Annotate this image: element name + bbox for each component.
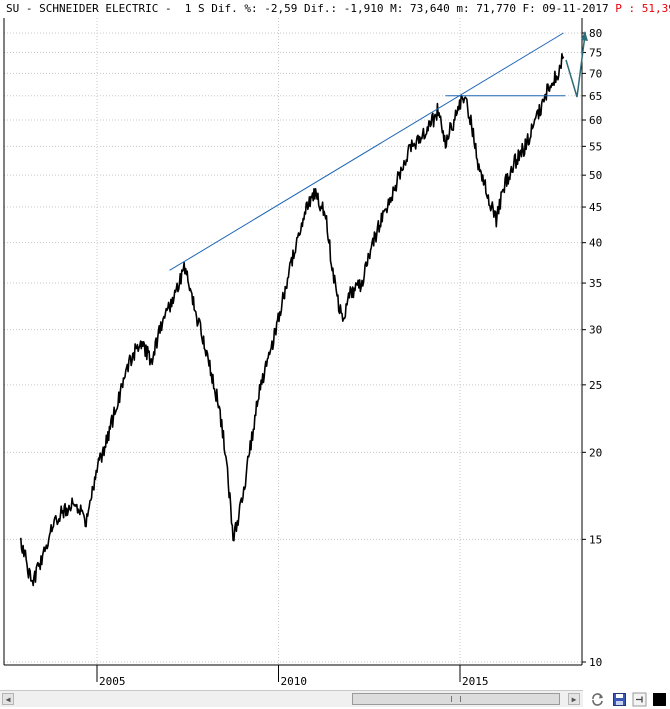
y-tick-label: 50 bbox=[589, 169, 602, 182]
scroll-thumb[interactable] bbox=[352, 693, 560, 705]
pin-icon[interactable] bbox=[632, 692, 647, 707]
save-icon[interactable] bbox=[612, 692, 627, 707]
chart: 10 15 20 25 30 35 40 45 50 55 60 65 70 75 80 2005 2010 20… bbox=[3, 18, 602, 688]
trendline bbox=[169, 32, 564, 271]
projection-arrow-head-icon bbox=[581, 31, 588, 41]
y-tick-label: 15 bbox=[589, 533, 602, 546]
color-icon[interactable] bbox=[652, 692, 667, 707]
grid bbox=[4, 18, 582, 665]
y-tick-label: 10 bbox=[589, 656, 602, 669]
y-tick-label: 70 bbox=[589, 67, 602, 80]
x-tick-label: 2010 bbox=[281, 675, 308, 688]
y-tick-label: 60 bbox=[589, 114, 602, 127]
y-tick-label: 20 bbox=[589, 446, 602, 459]
price-label: P : 51,390 bbox=[615, 2, 670, 15]
x-tick-label: 2015 bbox=[462, 675, 489, 688]
scroll-right-icon[interactable]: ▶ bbox=[568, 693, 580, 705]
y-tick-label: 25 bbox=[589, 379, 602, 392]
annotations bbox=[169, 31, 588, 271]
grip-icon bbox=[451, 696, 461, 702]
refresh-icon[interactable] bbox=[590, 692, 605, 707]
x-tick-label: 2005 bbox=[99, 675, 126, 688]
y-tick-label: 55 bbox=[589, 140, 602, 153]
y-tick-label: 35 bbox=[589, 277, 602, 290]
price-line bbox=[20, 52, 565, 587]
projection-arrow-line bbox=[565, 34, 586, 98]
scroll-left-icon[interactable]: ◀ bbox=[2, 693, 14, 705]
y-tick-label: 45 bbox=[589, 201, 602, 214]
y-tick-label: 75 bbox=[589, 47, 602, 60]
y-tick-label: 65 bbox=[589, 90, 602, 103]
y-tick-label: 40 bbox=[589, 237, 602, 250]
horizontal-scrollbar[interactable]: ◀ ▶ bbox=[0, 690, 583, 707]
chart-header: SU - SCHNEIDER ELECTRIC - 1 S Dif. %: -2… bbox=[6, 2, 670, 15]
header-text: SU - SCHNEIDER ELECTRIC - 1 S Dif. %: -2… bbox=[6, 2, 609, 15]
y-tick-label: 30 bbox=[589, 324, 602, 337]
price-series bbox=[20, 52, 565, 587]
axes: 10 15 20 25 30 35 40 45 50 55 60 65 70 75 80 2005 2010 20… bbox=[3, 18, 602, 688]
y-tick-label: 80 bbox=[589, 27, 602, 40]
